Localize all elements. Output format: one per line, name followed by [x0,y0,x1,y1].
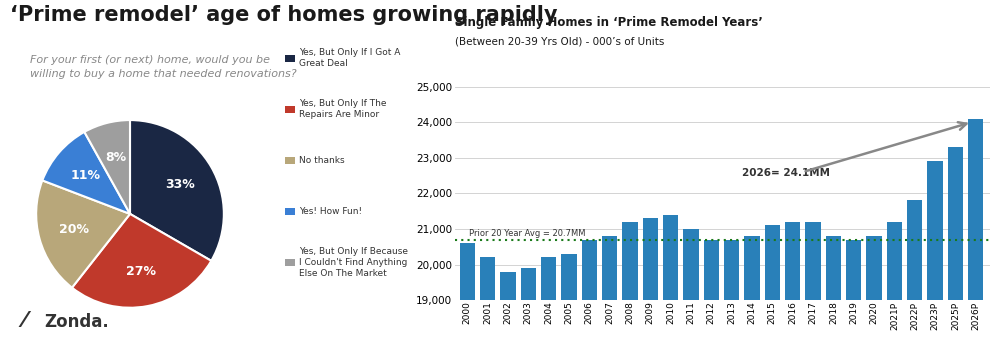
Text: For your first (or next) home, would you be
willing to buy a home that needed re: For your first (or next) home, would you… [30,55,297,79]
Bar [927,161,943,345]
Text: Yes! How Fun!: Yes! How Fun! [299,207,362,216]
Wedge shape [42,132,130,214]
Bar [704,240,719,345]
Bar [602,236,617,345]
Text: Zonda.: Zonda. [44,313,109,331]
Wedge shape [130,120,224,261]
Text: Yes, But Only If The
Repairs Are Minor: Yes, But Only If The Repairs Are Minor [299,99,386,119]
Bar [683,229,699,345]
Bar [541,257,556,345]
Bar [805,222,821,345]
Text: Prior 20 Year Avg = 20.7MM: Prior 20 Year Avg = 20.7MM [469,228,586,237]
Text: Yes, But Only If Because
I Couldn't Find Anything
Else On The Market: Yes, But Only If Because I Couldn't Find… [299,247,408,278]
Text: 2026= 24.1MM: 2026= 24.1MM [742,168,830,178]
Bar [561,254,577,345]
Text: Single Family Homes in ‘Prime Remodel Years’: Single Family Homes in ‘Prime Remodel Ye… [455,16,763,29]
Bar [480,257,495,345]
Text: No thanks: No thanks [299,156,345,165]
Wedge shape [36,180,130,288]
Bar [643,218,658,345]
Text: 27%: 27% [126,265,156,277]
Bar [785,222,800,345]
Text: Yes, But Only If I Got A
Great Deal: Yes, But Only If I Got A Great Deal [299,48,400,68]
Bar [622,222,638,345]
Bar [663,215,678,345]
Bar [846,240,861,345]
Text: ‘Prime remodel’ age of homes growing rapidly: ‘Prime remodel’ age of homes growing rap… [10,5,558,25]
Text: ⁄: ⁄ [22,311,26,331]
Bar [968,119,983,345]
Wedge shape [84,120,130,214]
Bar [724,240,739,345]
Text: (Between 20-39 Yrs Old) - 000’s of Units: (Between 20-39 Yrs Old) - 000’s of Units [455,36,664,46]
Text: 33%: 33% [166,178,195,191]
Bar [521,268,536,345]
Bar [866,236,882,345]
Text: 8%: 8% [105,151,126,164]
Bar [826,236,841,345]
Bar [582,240,597,345]
Bar [460,243,475,345]
Wedge shape [72,214,211,308]
Bar [744,236,760,345]
Bar [765,225,780,345]
Bar [948,147,963,345]
Bar [887,222,902,345]
Bar [907,200,922,345]
Text: 20%: 20% [59,223,89,236]
Bar [500,272,516,345]
Text: 11%: 11% [71,169,101,182]
